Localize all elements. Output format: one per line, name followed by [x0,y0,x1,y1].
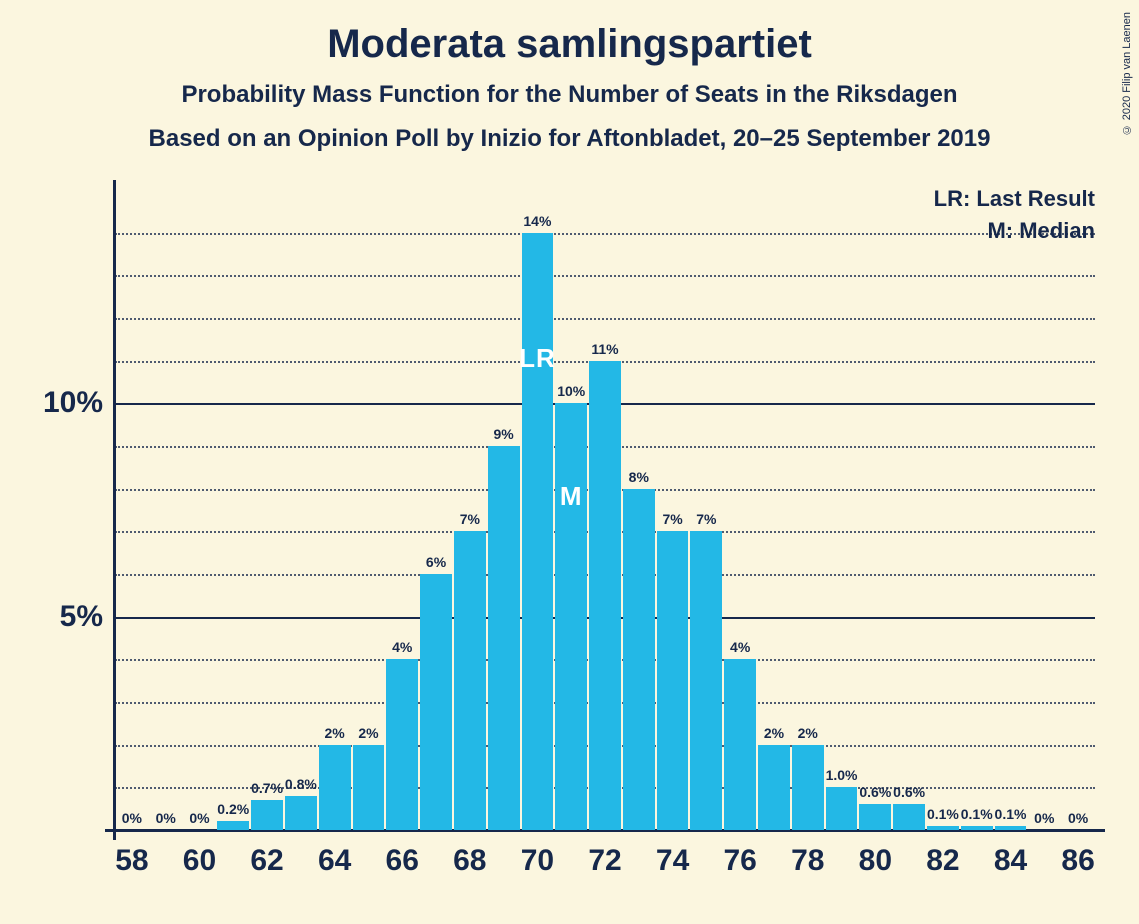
x-tick-label: 86 [1061,844,1094,878]
bar-value-label: 6% [426,554,446,570]
bar-value-label: 8% [629,469,649,485]
x-tick-label: 58 [115,844,148,878]
x-tick-label: 64 [318,844,351,878]
bar-value-label: 7% [662,511,682,527]
bar [353,745,385,830]
x-tick-label: 60 [183,844,216,878]
bar [792,745,824,830]
x-tick-label: 66 [386,844,419,878]
bar [927,826,959,830]
legend: LR: Last Result M: Median [934,186,1095,250]
bar-value-label: 2% [325,725,345,741]
bar-value-label: 2% [358,725,378,741]
bar [251,800,283,830]
bar [758,745,790,830]
bar [217,821,249,830]
chart-title: Moderata samlingspartiet [0,0,1139,67]
bar: LR [522,233,554,830]
bar [589,361,621,830]
bar [724,659,756,830]
bar-value-label: 9% [493,426,513,442]
gridline-minor [115,275,1095,277]
bar-value-label: 0.6% [893,784,925,800]
bar-value-label: 0.1% [995,806,1027,822]
bar-value-label: 0.6% [859,784,891,800]
x-tick-label: 72 [588,844,621,878]
bar-value-label: 1.0% [826,767,858,783]
bar-value-label: 0.2% [217,801,249,817]
bar [285,796,317,830]
bar [690,531,722,830]
bar-value-label: 10% [557,383,585,399]
bar [488,446,520,830]
bar [961,826,993,830]
bar [319,745,351,830]
bar [893,804,925,830]
bar-value-label: 4% [730,639,750,655]
lr-marker: LR [519,343,556,374]
y-tick-label: 5% [60,600,103,634]
plot-region: 5%10%0%0%0%0.2%0.7%0.8%2%2%4%6%7%9%LR14%… [115,190,1095,830]
bar-value-label: 0% [156,810,176,826]
bar-value-label: 0% [122,810,142,826]
x-tick-label: 62 [250,844,283,878]
bar-value-label: 7% [696,511,716,527]
x-tick-label: 68 [453,844,486,878]
bar-value-label: 11% [591,341,618,357]
bar-value-label: 0.8% [285,776,317,792]
bar-value-label: 2% [798,725,818,741]
bar [386,659,418,830]
x-tick-label: 74 [656,844,689,878]
chart-area: 5%10%0%0%0%0.2%0.7%0.8%2%2%4%6%7%9%LR14%… [115,190,1095,830]
x-tick-label: 78 [791,844,824,878]
bar-value-label: 4% [392,639,412,655]
bar-value-label: 14% [523,213,551,229]
bar-value-label: 0% [1034,810,1054,826]
x-tick-label: 84 [994,844,1027,878]
copyright: © 2020 Filip van Laenen [1121,12,1133,135]
bar [995,826,1027,830]
bar-value-label: 0.1% [927,806,959,822]
legend-m: M: Median [934,218,1095,244]
x-tick-label: 70 [521,844,554,878]
bar [420,574,452,830]
bar [657,531,689,830]
y-axis-line [113,180,116,840]
chart-subtitle-2: Based on an Opinion Poll by Inizio for A… [0,125,1139,153]
bar: M [555,403,587,830]
bar-value-label: 0% [189,810,209,826]
bar-value-label: 0.1% [961,806,993,822]
gridline-minor [115,318,1095,320]
x-tick-label: 76 [723,844,756,878]
x-tick-label: 82 [926,844,959,878]
bar [623,489,655,830]
bar [454,531,486,830]
median-marker: M [560,481,583,512]
x-tick-label: 80 [859,844,892,878]
bar-value-label: 7% [460,511,480,527]
bar [826,787,858,830]
legend-lr: LR: Last Result [934,186,1095,212]
chart-subtitle-1: Probability Mass Function for the Number… [0,81,1139,109]
bar-value-label: 0% [1068,810,1088,826]
y-tick-label: 10% [43,386,103,420]
bar-value-label: 0.7% [251,780,283,796]
bar-value-label: 2% [764,725,784,741]
bar [859,804,891,830]
